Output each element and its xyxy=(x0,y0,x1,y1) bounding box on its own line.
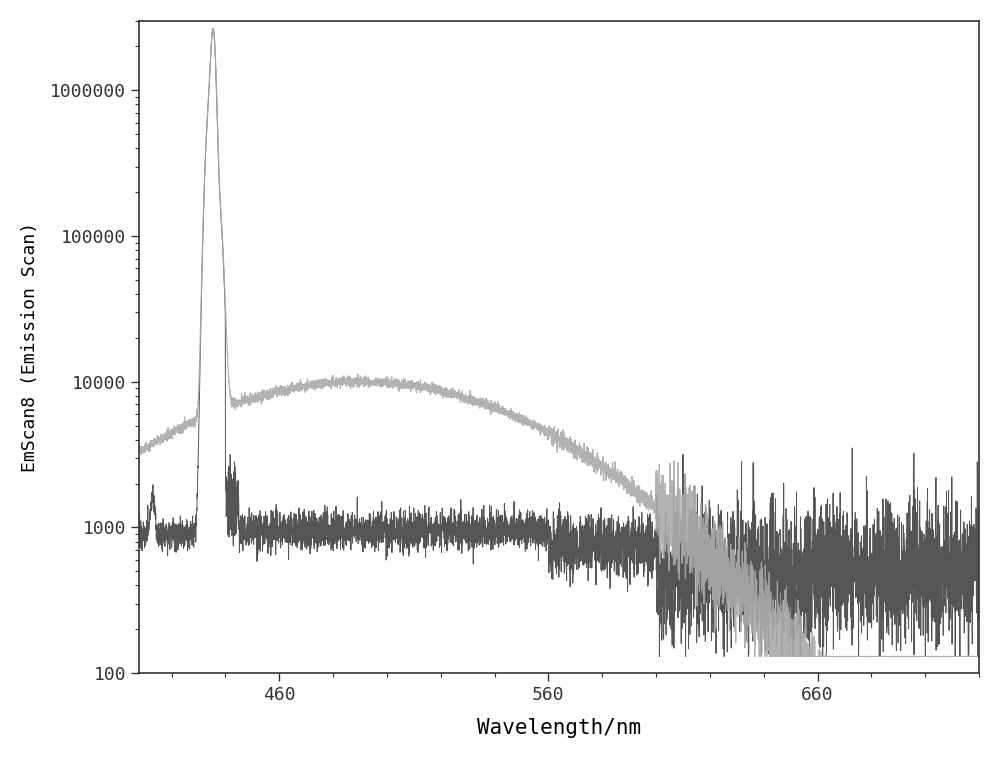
X-axis label: Wavelength/nm: Wavelength/nm xyxy=(477,718,641,739)
Y-axis label: EmScan8 (Emission Scan): EmScan8 (Emission Scan) xyxy=(21,222,39,472)
